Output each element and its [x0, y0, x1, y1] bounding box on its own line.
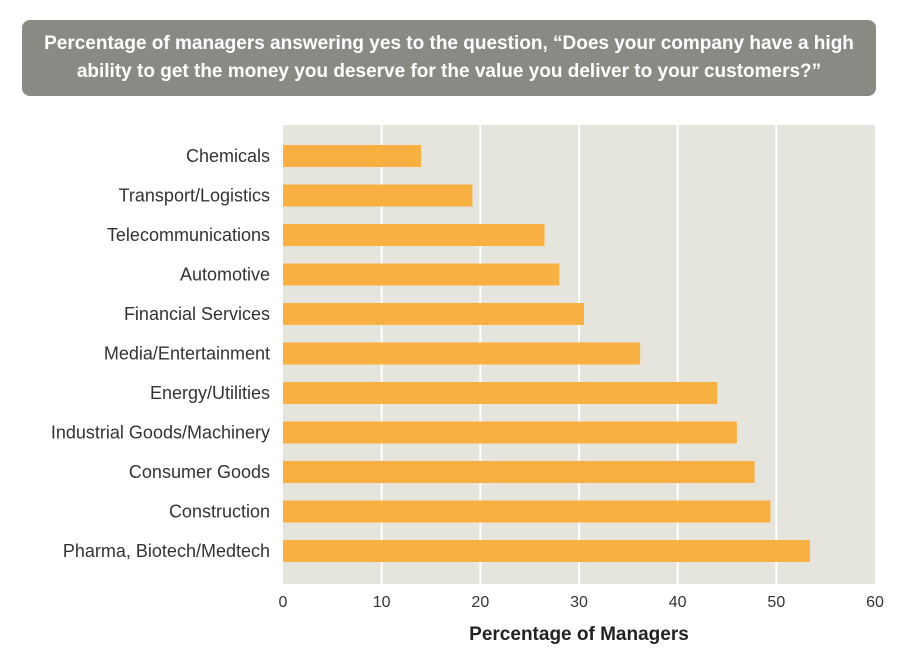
x-axis-title: Percentage of Managers — [469, 624, 689, 645]
category-label: Media/Entertainment — [104, 344, 270, 364]
bar — [283, 342, 641, 365]
category-label: Automotive — [180, 265, 270, 285]
bar — [283, 184, 473, 207]
x-tick-label: 0 — [279, 594, 288, 611]
bar — [283, 500, 771, 523]
category-label: Financial Services — [124, 304, 270, 324]
category-label: Energy/Utilities — [150, 383, 270, 403]
chart-title: Percentage of managers answering yes to … — [22, 20, 876, 96]
bar — [283, 303, 584, 325]
bar — [283, 421, 737, 444]
x-tick-label: 20 — [471, 594, 489, 611]
bar — [283, 263, 560, 286]
bar — [283, 145, 422, 167]
category-label: Construction — [169, 502, 270, 522]
category-label: Pharma, Biotech/Medtech — [63, 541, 270, 561]
category-label: Telecommunications — [107, 225, 270, 245]
x-tick-label: 50 — [767, 594, 785, 611]
x-tick-label: 60 — [866, 594, 884, 611]
bars — [283, 145, 810, 562]
category-label: Industrial Goods/Machinery — [51, 423, 270, 443]
x-tick-label: 40 — [669, 594, 687, 611]
bar — [283, 382, 718, 404]
category-label: Chemicals — [186, 146, 270, 166]
bar — [283, 461, 755, 483]
x-tick-label: 30 — [570, 594, 588, 611]
x-tick-label: 10 — [373, 594, 391, 611]
bar — [283, 224, 545, 246]
category-label: Transport/Logistics — [119, 186, 270, 206]
category-label: Consumer Goods — [129, 462, 270, 482]
category-labels: Chemicals Transport/Logistics Telecommunic… — [51, 146, 270, 561]
bar — [283, 540, 810, 562]
x-tick-labels: 0 10 20 30 40 50 60 — [279, 594, 884, 611]
